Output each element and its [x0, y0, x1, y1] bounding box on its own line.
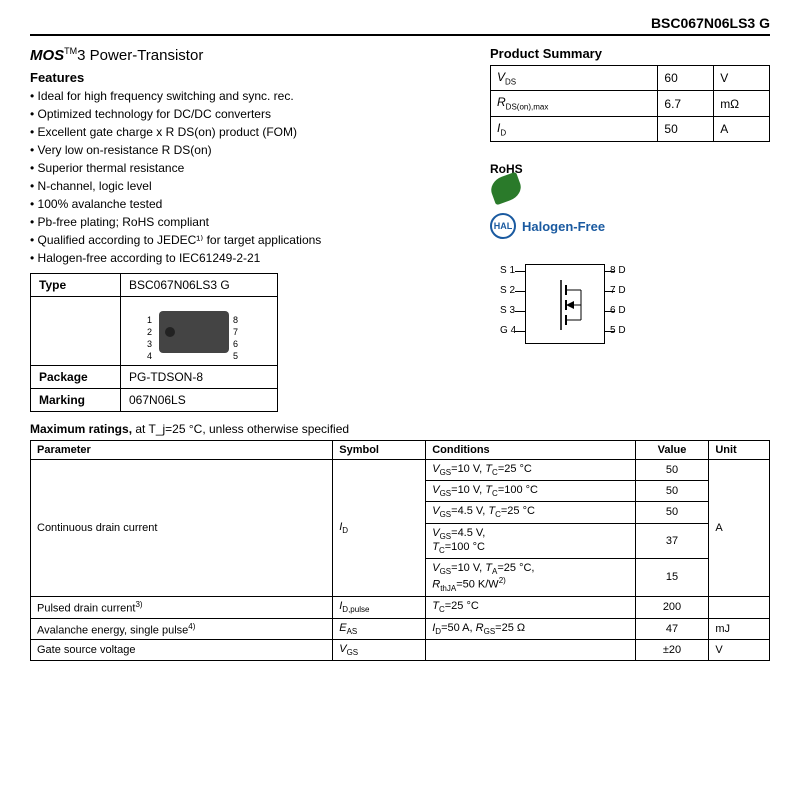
- type-label: Type: [31, 274, 121, 297]
- summary-unit: V: [714, 66, 770, 91]
- summary-heading: Product Summary: [490, 46, 770, 61]
- summary-param: RDS(on),max: [491, 91, 658, 116]
- ratings-symbol: EAS: [333, 618, 426, 640]
- ratings-unit: mJ: [709, 618, 770, 640]
- ratings-symbol: ID,pulse: [333, 596, 426, 618]
- ratings-value: 50: [635, 460, 709, 481]
- ratings-param: Pulsed drain current3): [31, 596, 333, 618]
- ratings-cond: ID=50 A, RGS=25 Ω: [426, 618, 635, 640]
- ratings-unit: [709, 596, 770, 618]
- feature-item: 100% avalanche tested: [30, 197, 470, 211]
- rohs-badge: RoHS: [490, 162, 770, 201]
- ratings-value: ±20: [635, 640, 709, 661]
- feature-item: Excellent gate charge x R DS(on) product…: [30, 125, 470, 139]
- ratings-table: Parameter Symbol Conditions Value Unit C…: [30, 440, 770, 661]
- pin-number: 3: [147, 339, 152, 349]
- package-label: Package: [31, 366, 121, 389]
- chip-icon: [159, 311, 229, 353]
- ratings-header: Conditions: [426, 441, 635, 460]
- pin-label: S 2: [500, 285, 515, 296]
- pin-label: S 1: [500, 265, 515, 276]
- halogen-label: Halogen-Free: [522, 219, 605, 234]
- type-value: BSC067N06LS3 G: [121, 274, 278, 297]
- pin-number: 1: [147, 315, 152, 325]
- compliance-badges: RoHS HAL Halogen-Free: [490, 162, 770, 239]
- ratings-header: Unit: [709, 441, 770, 460]
- ratings-cond: TC=25 °C: [426, 596, 635, 618]
- ratings-cond: VGS=10 V, TA=25 °C,RthJA=50 K/W2): [426, 558, 635, 596]
- feature-item: Very low on-resistance R DS(on): [30, 143, 470, 157]
- pinout-body: [525, 264, 605, 344]
- pin-number: 4: [147, 351, 152, 361]
- ratings-symbol: VGS: [333, 640, 426, 661]
- summary-table: VDS 60 V RDS(on),max 6.7 mΩ ID 50 A: [490, 65, 770, 142]
- pin-label: G 4: [500, 325, 516, 336]
- type-table: Type BSC067N06LS3 G 1 2 3 4 5 6 7 8: [30, 273, 278, 412]
- marking-label: Marking: [31, 389, 121, 412]
- pin-label: S 3: [500, 305, 515, 316]
- title-mos: MOS: [30, 47, 64, 64]
- ratings-cond: VGS=10 V, TC=100 °C: [426, 481, 635, 502]
- pin-number: 2: [147, 327, 152, 337]
- pin-number: 6: [233, 339, 238, 349]
- pin-number: 8: [233, 315, 238, 325]
- ratings-header: Value: [635, 441, 709, 460]
- title-rest: 3 Power-Transistor: [77, 47, 203, 64]
- feature-item: N-channel, logic level: [30, 179, 470, 193]
- right-column: Product Summary VDS 60 V RDS(on),max 6.7…: [490, 46, 770, 412]
- package-image-cell: [31, 297, 121, 366]
- summary-unit: mΩ: [714, 91, 770, 116]
- feature-item: Ideal for high frequency switching and s…: [30, 89, 470, 103]
- top-columns: MOSTM3 Power-Transistor Features Ideal f…: [30, 46, 770, 412]
- part-number-header: BSC067N06LS3 G: [30, 15, 770, 36]
- summary-unit: A: [714, 116, 770, 141]
- ratings-value: 50: [635, 481, 709, 502]
- summary-param: VDS: [491, 66, 658, 91]
- ratings-value: 50: [635, 502, 709, 523]
- ratings-cond: VGS=10 V, TC=25 °C: [426, 460, 635, 481]
- features-heading: Features: [30, 70, 470, 85]
- ratings-value: 15: [635, 558, 709, 596]
- left-column: MOSTM3 Power-Transistor Features Ideal f…: [30, 46, 470, 412]
- halogen-free-badge: HAL Halogen-Free: [490, 213, 770, 239]
- ratings-value: 47: [635, 618, 709, 640]
- feature-item: Halogen-free according to IEC61249-2-21: [30, 251, 470, 265]
- halogen-icon: HAL: [490, 213, 516, 239]
- summary-value: 50: [658, 116, 714, 141]
- ratings-symbol: ID: [333, 460, 426, 597]
- leaf-icon: [488, 172, 525, 206]
- ratings-cond: VGS=4.5 V, TC=25 °C: [426, 502, 635, 523]
- ratings-cond: VGS=4.5 V,TC=100 °C: [426, 523, 635, 558]
- product-title: MOSTM3 Power-Transistor: [30, 46, 470, 64]
- summary-param: ID: [491, 116, 658, 141]
- feature-item: Pb-free plating; RoHS compliant: [30, 215, 470, 229]
- title-tm: TM: [64, 46, 77, 56]
- ratings-unit: V: [709, 640, 770, 661]
- marking-value: 067N06LS: [121, 389, 278, 412]
- feature-item: Superior thermal resistance: [30, 161, 470, 175]
- ratings-value: 200: [635, 596, 709, 618]
- max-ratings-heading: Maximum ratings, at T_j=25 °C, unless ot…: [30, 422, 770, 436]
- summary-value: 6.7: [658, 91, 714, 116]
- ratings-header: Parameter: [31, 441, 333, 460]
- pin-number: 5: [233, 351, 238, 361]
- ratings-param: Gate source voltage: [31, 640, 333, 661]
- ratings-param: Continuous drain current: [31, 460, 333, 597]
- features-list: Ideal for high frequency switching and s…: [30, 89, 470, 265]
- ratings-param: Avalanche energy, single pulse4): [31, 618, 333, 640]
- feature-item: Qualified according to JEDEC¹⁾ for targe…: [30, 233, 470, 247]
- summary-value: 60: [658, 66, 714, 91]
- mosfet-symbol-icon: [526, 265, 606, 345]
- package-image: 1 2 3 4 5 6 7 8: [121, 297, 278, 366]
- pinout-diagram: S 1 S 2 S 3 G 4 8 D 7 D 6 D 5 D: [490, 259, 640, 349]
- package-value: PG-TDSON-8: [121, 366, 278, 389]
- pin-number: 7: [233, 327, 238, 337]
- feature-item: Optimized technology for DC/DC converter…: [30, 107, 470, 121]
- ratings-cond: [426, 640, 635, 661]
- ratings-value: 37: [635, 523, 709, 558]
- ratings-header: Symbol: [333, 441, 426, 460]
- ratings-unit: A: [709, 460, 770, 597]
